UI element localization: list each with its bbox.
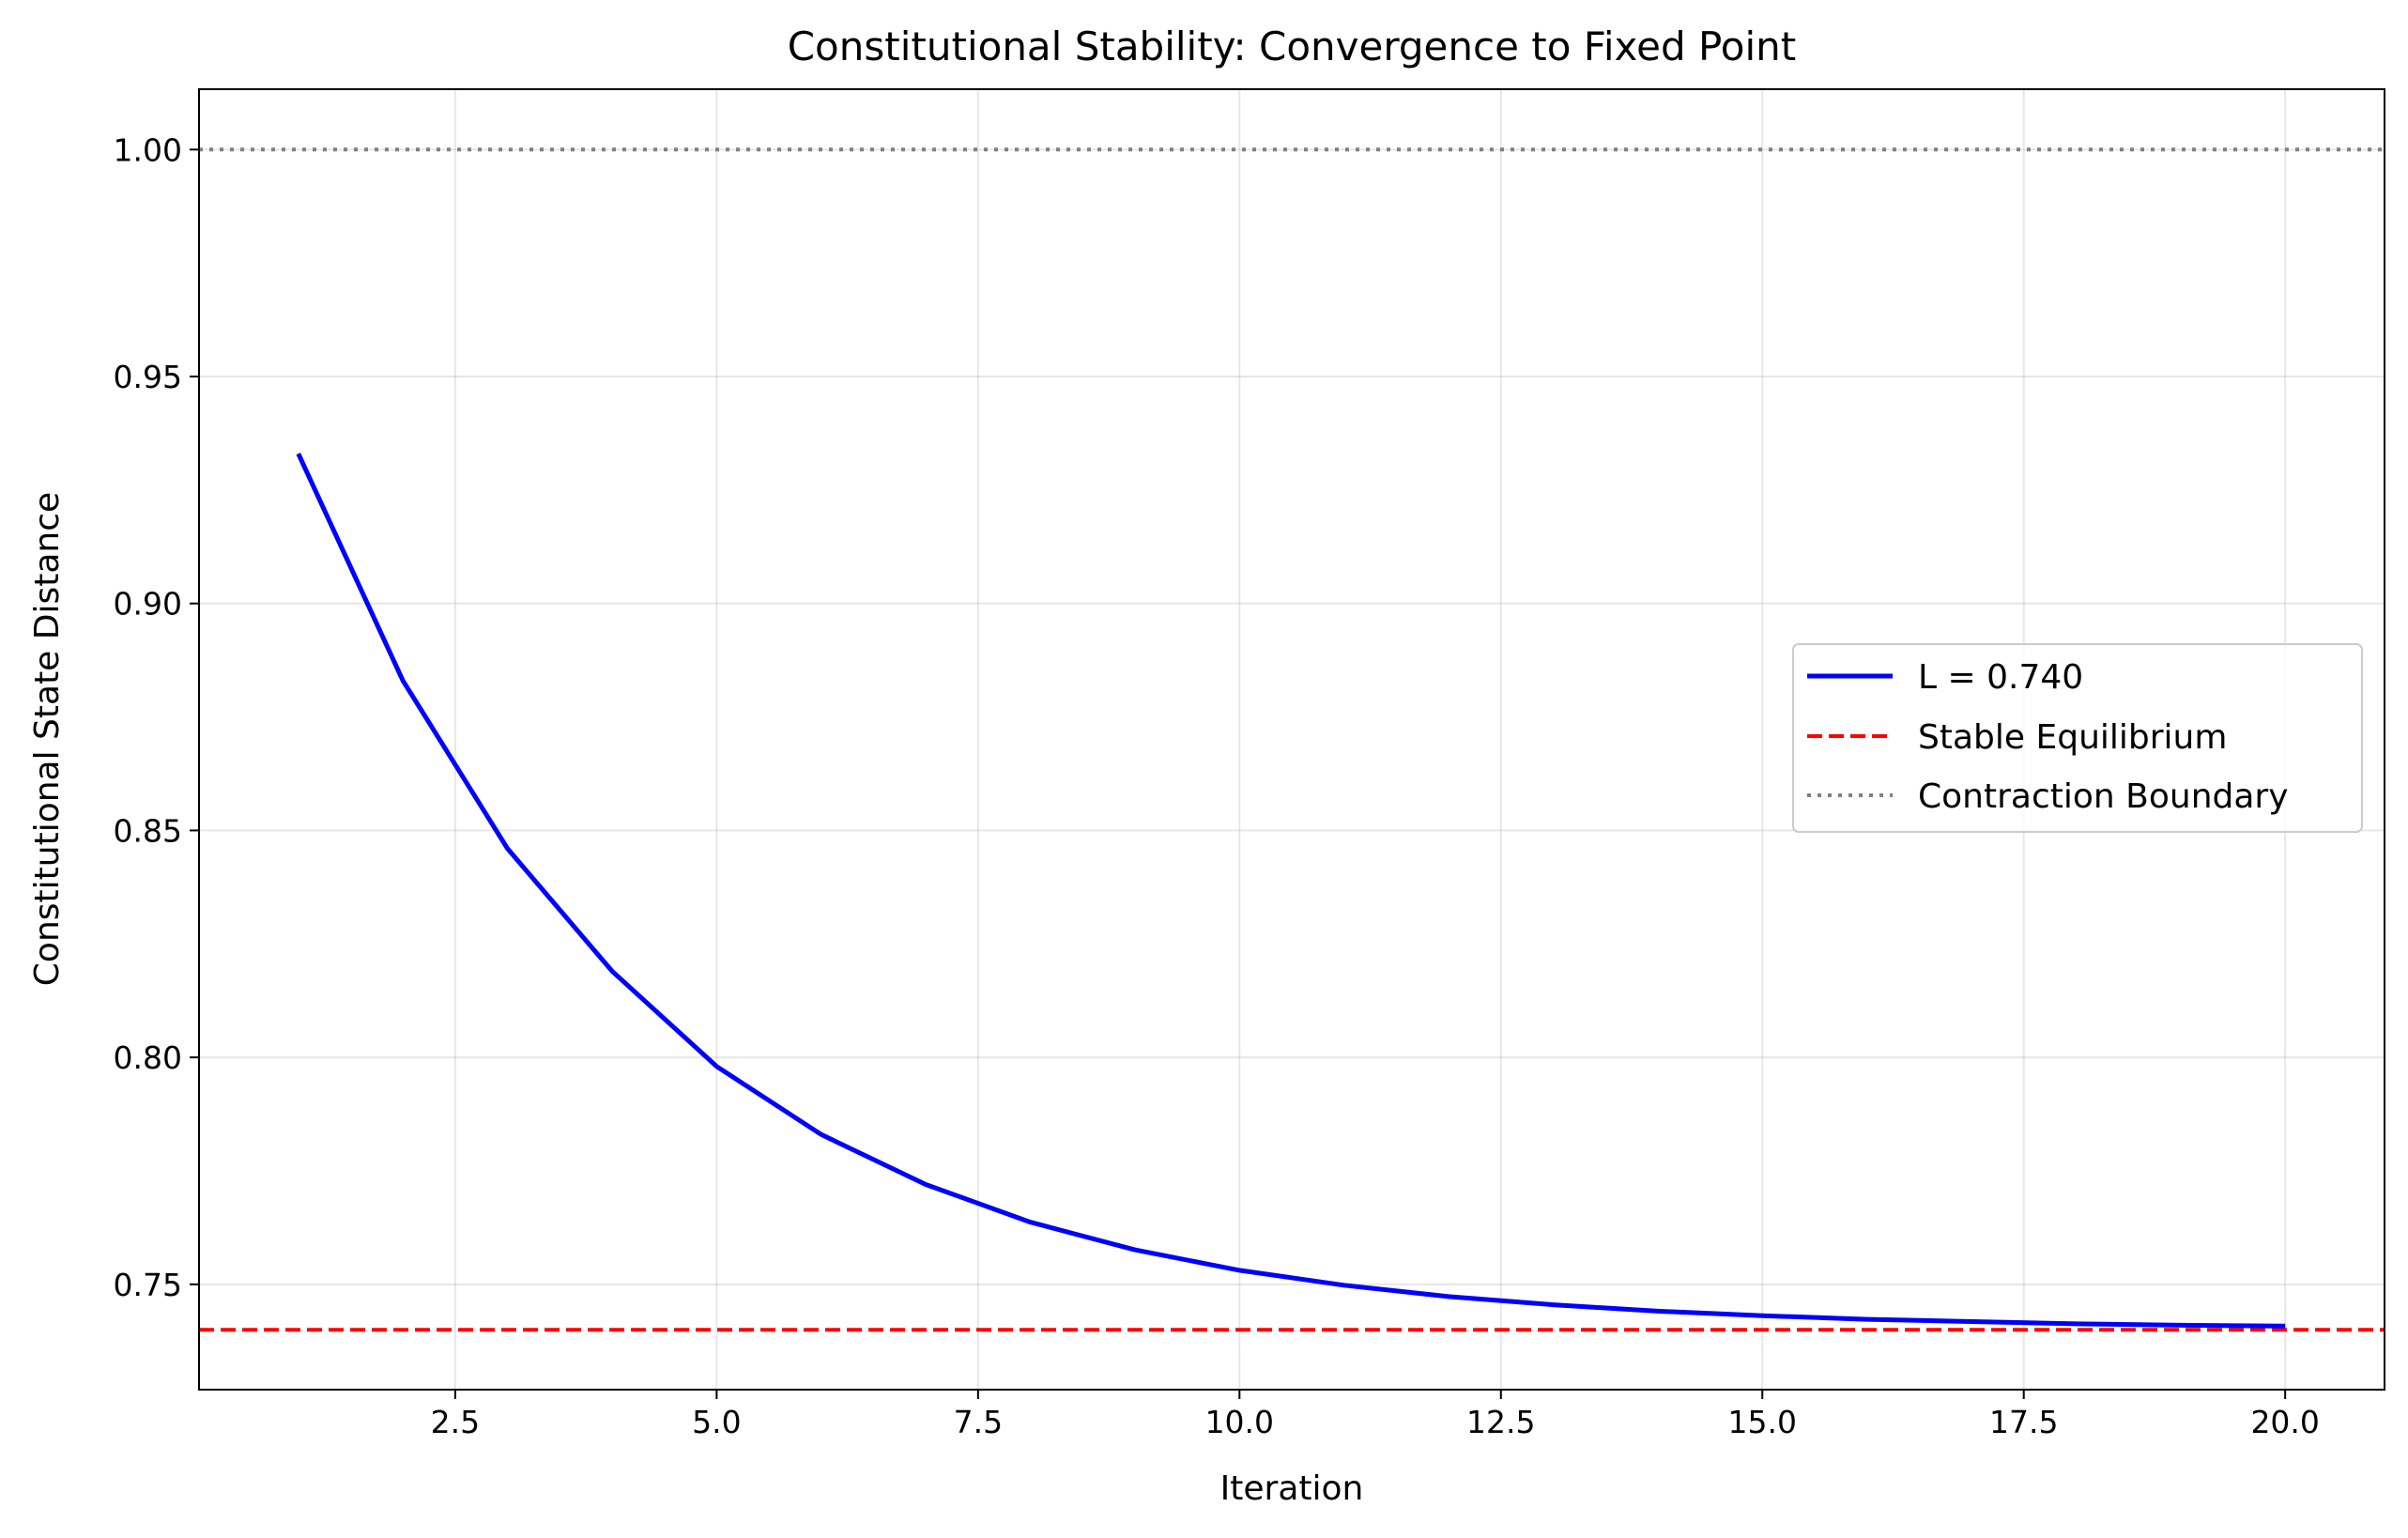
x-tick-label: 5.0 <box>692 1404 741 1440</box>
x-tick-label: 10.0 <box>1205 1404 1274 1440</box>
reference-lines <box>199 147 2385 1332</box>
x-tick-label: 2.5 <box>431 1404 480 1440</box>
y-tick-label: 0.75 <box>114 1267 182 1303</box>
series <box>296 453 2286 1329</box>
legend: L = 0.740 Stable Equilibrium Contraction… <box>1792 643 2363 833</box>
legend-box <box>1792 643 2363 833</box>
x-axis-label: Iteration <box>1220 1469 1364 1508</box>
x-tick-label: 17.5 <box>1989 1404 2058 1440</box>
y-tick-label: 0.90 <box>114 586 182 623</box>
legend-label-stable-equilibrium: Stable Equilibrium <box>1918 718 2227 757</box>
plot-frame <box>198 88 2385 1391</box>
y-tick-label: 0.85 <box>114 812 182 849</box>
y-axis-label: Constitutional State Distance <box>28 492 67 986</box>
y-axis-ticks: 0.75 0.80 0.85 0.90 0.95 1.00 <box>114 131 199 1303</box>
x-axis-ticks: 2.5 5.0 7.5 10.0 12.5 15.0 17.5 20.0 <box>431 1390 2320 1440</box>
x-tick-label: 20.0 <box>2250 1404 2319 1440</box>
chart-title: Constitutional Stability: Convergence to… <box>788 23 1797 69</box>
series-line <box>296 453 2286 1329</box>
legend-label-contraction-boundary: Contraction Boundary <box>1918 777 2289 816</box>
legend-label-series: L = 0.740 <box>1918 658 2083 697</box>
y-tick-label: 0.95 <box>114 359 182 395</box>
y-tick-label: 1.00 <box>114 131 182 168</box>
x-tick-label: 12.5 <box>1466 1404 1535 1440</box>
plot-area <box>199 147 2385 1332</box>
x-tick-label: 7.5 <box>954 1404 1003 1440</box>
x-tick-label: 15.0 <box>1728 1404 1797 1440</box>
y-tick-label: 0.80 <box>114 1039 182 1076</box>
